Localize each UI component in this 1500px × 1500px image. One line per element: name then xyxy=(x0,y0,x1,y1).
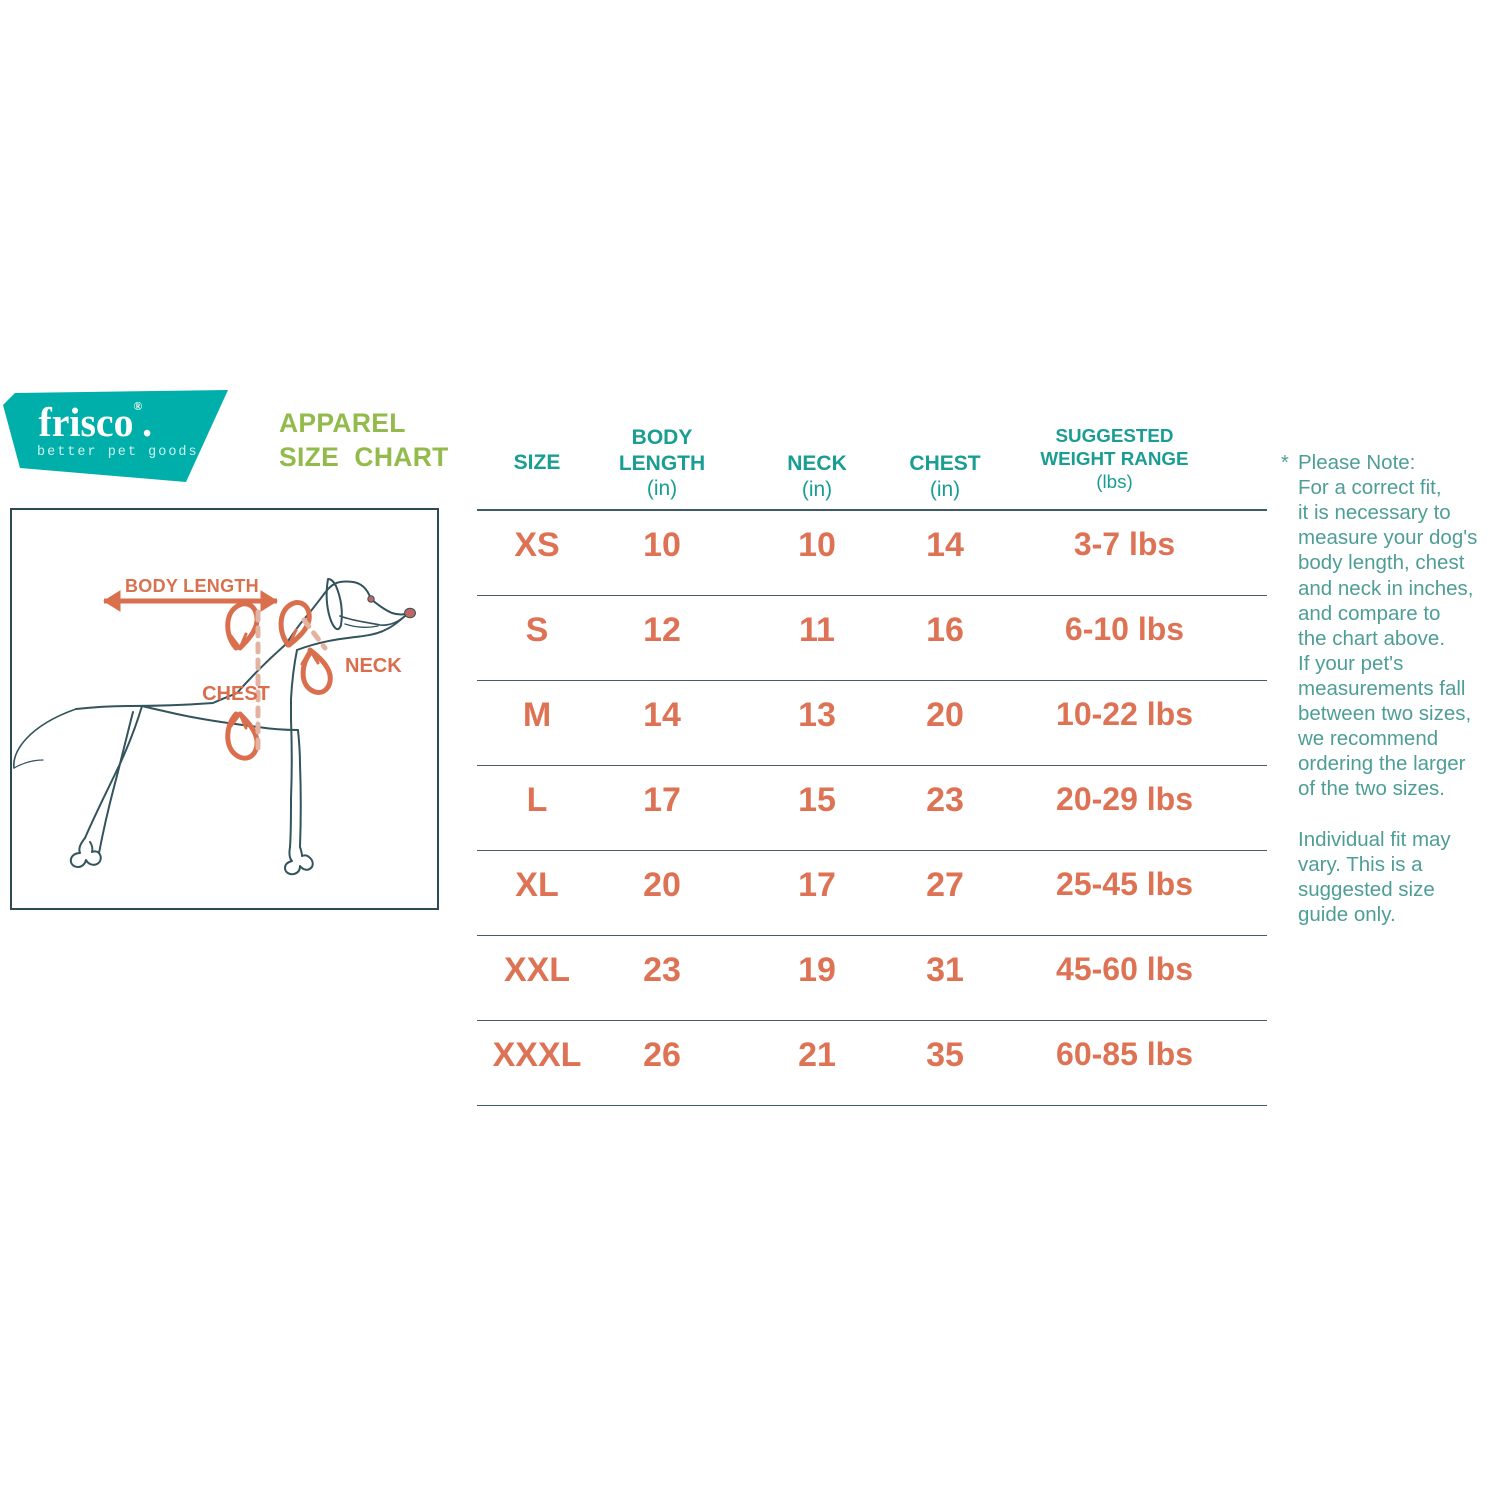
svg-text:BODY LENGTH: BODY LENGTH xyxy=(125,576,259,596)
svg-text:CHEST: CHEST xyxy=(202,683,270,705)
svg-text:NECK: NECK xyxy=(345,655,402,677)
